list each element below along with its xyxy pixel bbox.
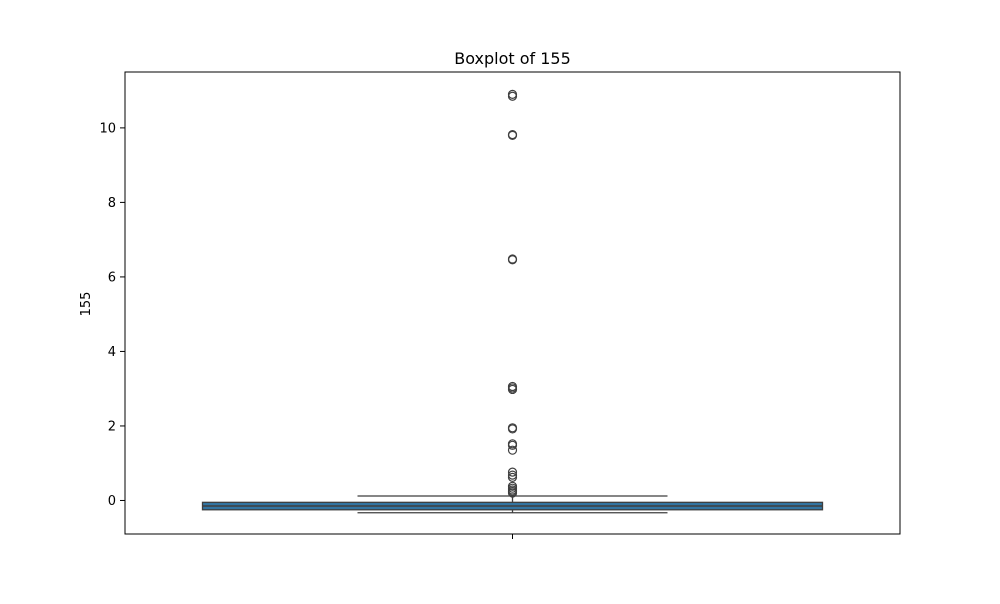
outlier-point [507, 467, 518, 477]
y-tick-label: 10 [99, 121, 116, 136]
y-tick-label: 6 [108, 270, 116, 285]
outlier-point [507, 472, 518, 482]
outlier-point [507, 89, 518, 99]
outlier-point [507, 445, 518, 455]
y-axis-label: 155 [79, 292, 94, 317]
outlier-point [507, 488, 518, 498]
chart-title: Boxplot of 155 [454, 49, 571, 68]
outlier-point [507, 130, 518, 140]
outlier-point [507, 255, 518, 265]
y-tick-label: 2 [108, 419, 116, 434]
y-tick-label: 0 [108, 494, 116, 509]
outlier-point [507, 384, 518, 395]
axes-frame [124, 71, 901, 535]
plot-area: 0 2 4 6 8 10 [99, 89, 824, 539]
outlier-point [507, 424, 518, 434]
outlier-point [507, 440, 518, 450]
outlier-point [507, 91, 518, 101]
y-tick-label: 8 [108, 196, 116, 211]
y-tick-label: 4 [108, 345, 116, 360]
